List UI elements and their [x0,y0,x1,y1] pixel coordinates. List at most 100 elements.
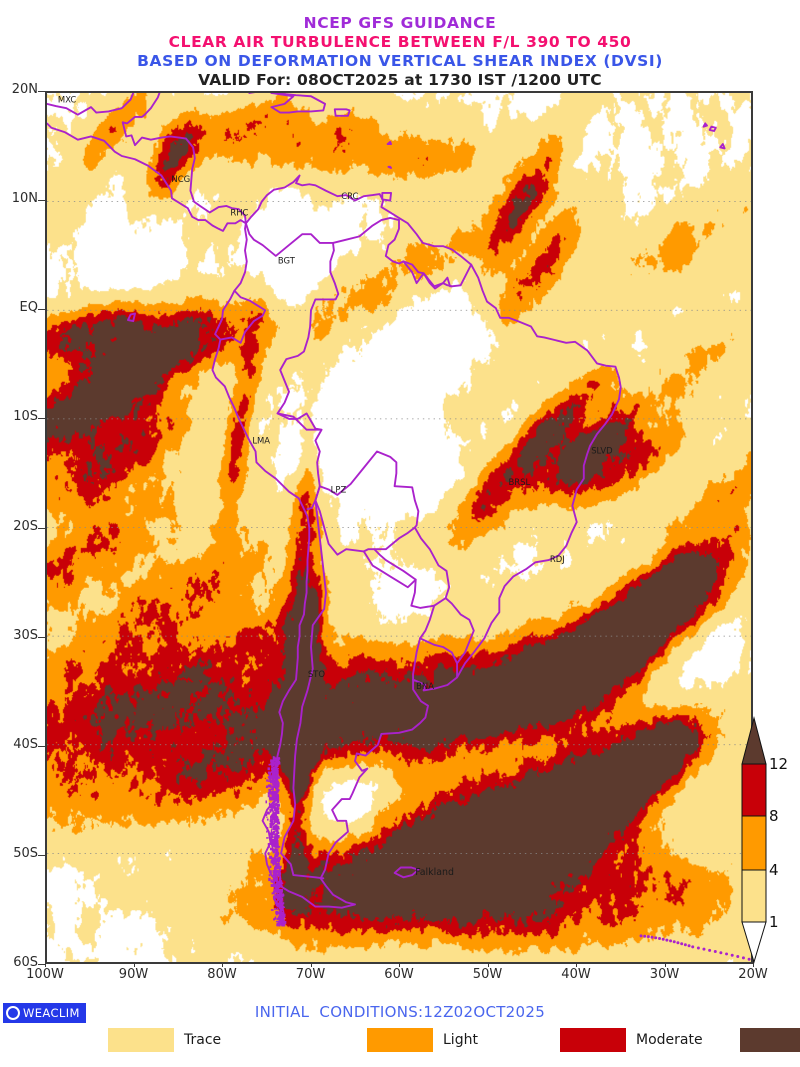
map-plot-area[interactable]: MXC NCG CRC RHC BGT LMA LPZ BRSL SLVD RDJ STO BNA Fa… [45,91,753,964]
island-arc-dot [696,946,700,950]
x-axis-tick-label: 50W [472,967,503,982]
archipelago-speckle [267,794,269,798]
archipelago-speckle [276,803,280,806]
archipelago-speckle [276,842,279,844]
archipelago-speckle [269,774,271,777]
archipelago-speckle [278,897,281,900]
island-arc-dot [741,956,745,960]
archipelago-speckle [272,863,275,866]
archipelago-speckle [275,879,278,882]
archipelago-speckle [274,884,277,887]
archipelago-speckle [266,818,269,821]
border-path [211,174,622,909]
border-path [412,637,422,681]
archipelago-speckle [276,869,279,873]
archipelago-speckle [277,897,280,901]
island-arc-dot [702,947,706,951]
colorbar-band-trace [741,869,767,923]
archipelago-speckle [277,902,280,905]
archipelago-speckle [273,899,276,902]
lat-lon-gridlines [47,201,751,854]
archipelago-speckle [282,918,285,920]
legend-swatch [740,1028,800,1052]
border-path [708,125,717,132]
legend-swatch [367,1028,433,1052]
archipelago-speckle [276,860,280,862]
island-arc-dot [691,945,695,949]
archipelago-speckle [275,882,278,886]
archipelago-speckle [267,791,271,795]
archipelago-speckle [267,767,270,771]
archipelago-speckle [272,880,275,884]
archipelago-speckle [279,881,283,885]
map-place-label: Falkland [415,867,454,878]
archipelago-speckle [274,871,278,875]
archipelago-speckle [270,814,275,817]
colorbar-band-moderate [741,763,767,817]
archipelago-speckle [279,875,282,880]
archipelago-speckle [272,811,274,814]
border-path [244,222,340,510]
archipelago-speckle [276,891,278,895]
map-place-label: BNA [416,681,434,691]
border-path [419,637,459,679]
archipelago-speckle [268,846,271,848]
archipelago-speckle [274,778,278,782]
archipelago-speckle [272,814,276,818]
archipelago-speckle [280,893,284,897]
x-axis-tick-label: 90W [118,967,149,982]
colorbar-band-light [741,815,767,871]
archipelago-speckle [269,865,272,869]
archipelago-speckle [273,918,275,921]
archipelago-speckle [275,837,279,839]
archipelago-speckle [272,768,276,770]
border-path [276,412,321,431]
archipelago-speckle [276,789,280,792]
border-path [393,866,420,879]
title-line-method: BASED ON DEFORMATION VERTICAL SHEAR INDE… [137,52,663,70]
archipelago-speckle [278,883,280,887]
archipelago-speckle [279,913,283,916]
island-arc-dot [687,944,691,948]
archipelago-speckle [273,868,276,872]
archipelago-speckle [276,849,279,853]
archipelago-speckle [276,828,280,830]
archipelago-speckle [274,825,278,829]
archipelago-speckle [275,833,278,835]
archipelago-speckle [266,837,269,839]
archipelago-speckle [275,763,277,767]
archipelago-speckle [278,923,281,927]
archipelago-speckle [274,916,277,918]
archipelago-speckle [275,887,277,890]
archipelago-speckle [276,777,281,779]
title-line-valid-time: VALID For: 08OCT2025 at 1730 IST /1200 U… [198,71,602,89]
border-path [442,276,453,288]
archipelago-speckle [274,807,277,809]
archipelago-speckle [274,858,277,862]
archipelago-speckle [279,905,282,909]
colorbar-tick-8: 8 [769,807,779,825]
archipelago-speckle [281,903,284,905]
legend-item: Moderate [560,1028,703,1052]
weaclim-logo[interactable]: WEACLIM [3,1003,86,1023]
archipelago-speckle [281,923,286,927]
archipelago-speckle [277,916,279,919]
archipelago-speckle [275,786,279,789]
island-arc-dot [654,936,658,940]
archipelago-speckle [270,779,274,783]
archipelago-speckle [271,857,274,861]
archipelago-speckle [269,784,272,786]
x-axis-tick-label: 20W [738,967,768,982]
archipelago-speckle [279,921,282,924]
archipelago-speckle [270,859,274,863]
map-place-label: CRC [341,191,358,201]
border-path [422,272,444,290]
archipelago-speckle [272,757,275,760]
archipelago-speckle [274,830,277,832]
colorbar-swatches [741,716,767,964]
archipelago-speckle [274,820,277,823]
archipelago-speckle [280,918,284,922]
archipelago-speckle [274,834,278,837]
legend-item: Severe [740,1028,800,1052]
archipelago-speckle [270,815,273,818]
